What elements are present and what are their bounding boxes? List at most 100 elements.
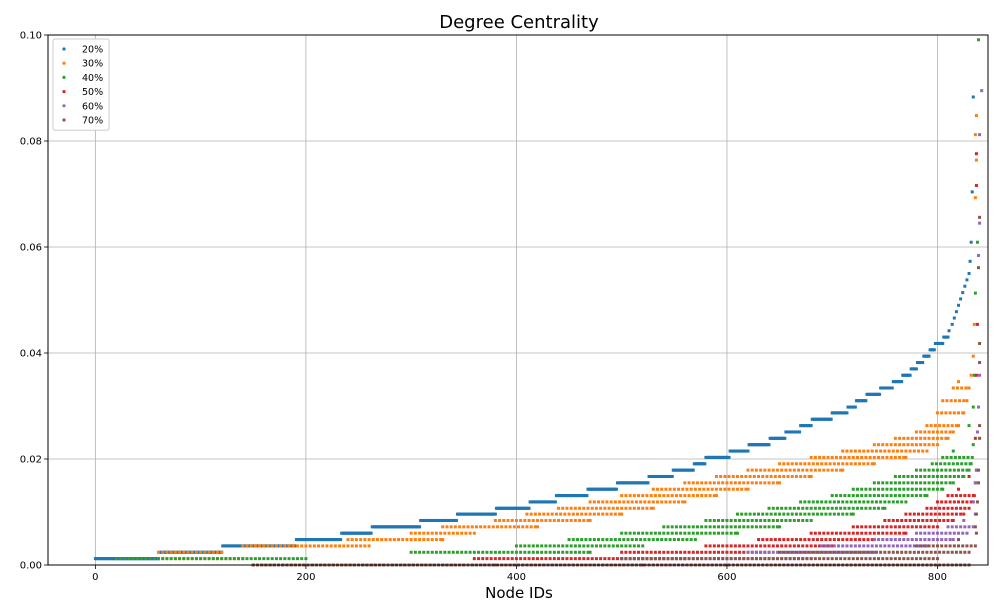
- data-point: [973, 525, 977, 529]
- data-point: [517, 525, 521, 529]
- data-point: [695, 481, 699, 485]
- data-point: [763, 557, 767, 561]
- data-point: [809, 531, 813, 535]
- legend-box: [52, 38, 110, 131]
- data-point: [660, 500, 664, 504]
- data-point: [801, 468, 805, 472]
- data-point: [727, 474, 731, 478]
- data-point: [978, 361, 982, 365]
- data-point: [710, 487, 714, 491]
- data-point: [601, 512, 605, 516]
- data-point: [904, 455, 908, 459]
- data-point: [165, 550, 169, 554]
- data-point: [841, 500, 845, 504]
- data-point: [643, 500, 647, 504]
- data-point: [771, 550, 775, 554]
- data-point: [632, 531, 636, 535]
- data-point: [708, 481, 712, 485]
- data-point: [725, 544, 729, 548]
- data-point: [820, 512, 824, 516]
- data-point: [464, 531, 468, 535]
- data-point: [670, 550, 674, 554]
- data-point: [950, 525, 954, 529]
- data-point: [131, 557, 135, 561]
- data-point: [837, 550, 841, 554]
- data-point: [186, 550, 190, 554]
- data-point: [321, 544, 325, 548]
- data-point: [870, 500, 874, 504]
- data-point: [927, 474, 931, 478]
- data-point: [786, 550, 790, 554]
- data-point: [889, 525, 893, 529]
- data-point: [434, 550, 438, 554]
- data-point: [742, 544, 746, 548]
- data-point: [943, 462, 947, 466]
- data-point: [969, 544, 973, 548]
- data-point: [447, 531, 451, 535]
- data-point: [931, 538, 935, 542]
- data-point: [620, 544, 624, 548]
- data-point: [870, 462, 874, 466]
- data-point: [828, 512, 832, 516]
- data-point: [971, 500, 975, 504]
- data-point: [637, 550, 641, 554]
- data-point: [784, 506, 788, 510]
- data-point: [422, 550, 426, 554]
- data-point: [893, 474, 897, 478]
- data-point: [703, 462, 707, 466]
- data-point: [712, 525, 716, 529]
- data-point: [573, 544, 577, 548]
- data-point: [683, 525, 687, 529]
- data-point: [950, 506, 954, 510]
- data-point: [506, 518, 510, 522]
- data-point: [531, 550, 535, 554]
- data-point: [837, 462, 841, 466]
- data-point: [605, 500, 609, 504]
- data-point: [540, 557, 544, 561]
- data-point: [527, 506, 531, 510]
- data-point: [729, 525, 733, 529]
- data-point: [548, 557, 552, 561]
- data-point: [161, 557, 165, 561]
- data-point: [826, 544, 830, 548]
- data-point: [944, 468, 948, 472]
- data-point: [645, 531, 649, 535]
- data-point: [578, 557, 582, 561]
- data-point: [470, 525, 474, 529]
- data-point: [895, 544, 899, 548]
- data-point: [738, 525, 742, 529]
- data-point: [910, 443, 914, 447]
- data-point: [933, 512, 937, 516]
- data-point: [931, 487, 935, 491]
- data-point: [738, 481, 742, 485]
- data-point: [839, 494, 843, 498]
- data-point: [575, 538, 579, 542]
- data-point: [687, 557, 691, 561]
- data-point: [935, 443, 939, 447]
- data-point: [565, 506, 569, 510]
- data-point: [790, 538, 794, 542]
- data-point: [401, 538, 405, 542]
- data-point: [531, 557, 535, 561]
- data-point: [291, 557, 295, 561]
- data-point: [898, 494, 902, 498]
- data-point: [904, 449, 908, 453]
- data-point: [748, 512, 752, 516]
- data-point: [948, 430, 952, 434]
- data-point: [759, 544, 763, 548]
- data-point: [809, 518, 813, 522]
- data-point: [914, 538, 918, 542]
- data-point: [906, 487, 910, 491]
- data-point: [746, 449, 750, 453]
- data-point: [523, 544, 527, 548]
- data-point: [923, 430, 927, 434]
- data-point: [744, 474, 748, 478]
- data-point: [912, 550, 916, 554]
- data-point: [803, 474, 807, 478]
- data-point: [834, 531, 838, 535]
- data-point: [620, 531, 624, 535]
- data-point: [190, 550, 194, 554]
- data-point: [641, 494, 645, 498]
- data-point: [879, 500, 883, 504]
- data-point: [877, 487, 881, 491]
